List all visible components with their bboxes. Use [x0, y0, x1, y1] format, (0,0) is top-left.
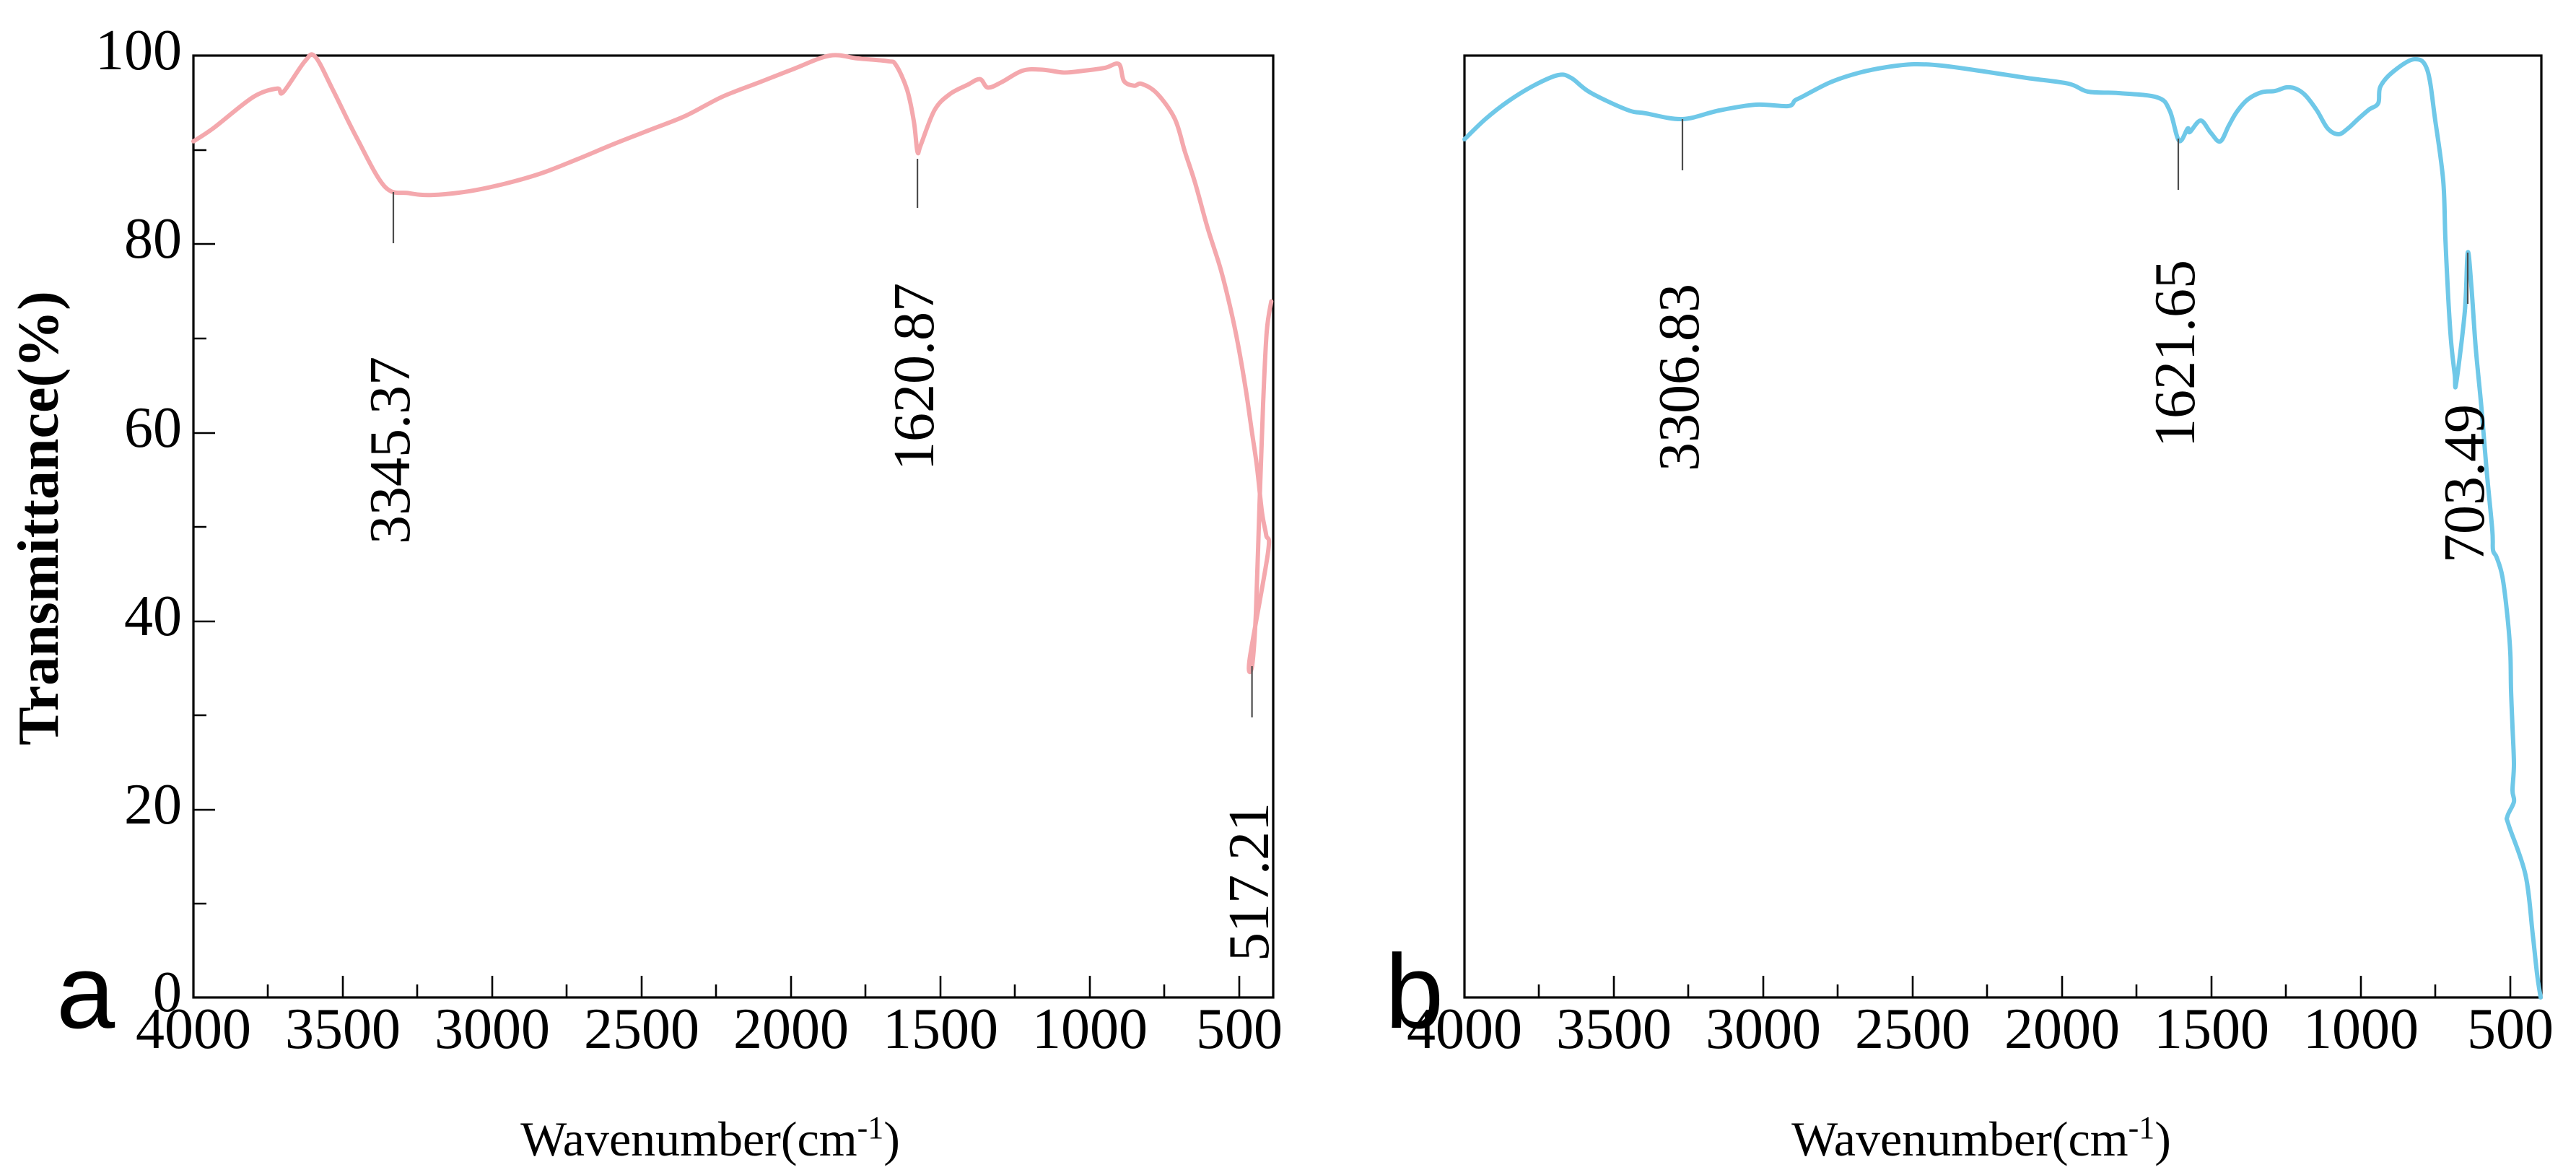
svg-text:40: 40	[124, 585, 182, 648]
svg-text:703.49: 703.49	[2433, 404, 2497, 563]
svg-text:517.21: 517.21	[1218, 803, 1281, 961]
svg-text:20: 20	[124, 773, 182, 837]
svg-text:Wavenumber(cm-1): Wavenumber(cm-1)	[520, 1110, 900, 1167]
svg-text:1500: 1500	[2154, 997, 2269, 1061]
svg-text:a: a	[56, 932, 115, 1050]
svg-text:60: 60	[124, 396, 182, 460]
svg-text:100: 100	[95, 19, 182, 82]
svg-text:3000: 3000	[435, 997, 550, 1061]
svg-text:3000: 3000	[1706, 997, 1821, 1061]
svg-text:4000: 4000	[136, 997, 251, 1061]
svg-text:2000: 2000	[733, 997, 849, 1061]
svg-text:500: 500	[1196, 997, 1283, 1061]
svg-text:3500: 3500	[285, 997, 401, 1061]
svg-text:3345.37: 3345.37	[359, 357, 422, 544]
svg-text:3500: 3500	[1556, 997, 1672, 1061]
svg-text:500: 500	[2467, 997, 2554, 1061]
svg-text:2500: 2500	[1855, 997, 1970, 1061]
svg-text:2000: 2000	[2004, 997, 2120, 1061]
svg-text:1000: 1000	[1032, 997, 1148, 1061]
svg-text:1621.65: 1621.65	[2144, 260, 2207, 447]
svg-text:1000: 1000	[2303, 997, 2419, 1061]
svg-text:1620.87: 1620.87	[883, 283, 946, 471]
svg-text:3306.83: 3306.83	[1648, 284, 1711, 471]
svg-text:80: 80	[124, 207, 182, 271]
svg-text:Transmittance(%): Transmittance(%)	[7, 291, 71, 746]
svg-text:1500: 1500	[883, 997, 998, 1061]
svg-text:2500: 2500	[584, 997, 699, 1061]
svg-text:Wavenumber(cm-1): Wavenumber(cm-1)	[1791, 1110, 2171, 1167]
svg-text:b: b	[1385, 932, 1444, 1050]
